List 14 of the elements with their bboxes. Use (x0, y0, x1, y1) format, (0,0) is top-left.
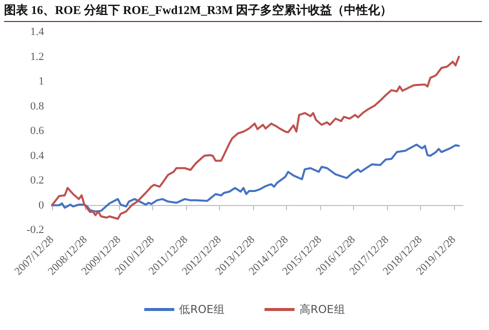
legend-label: 低ROE组 (179, 303, 225, 316)
y-tick-label: 0.8 (30, 100, 44, 112)
y-tick-label: 1.4 (30, 26, 44, 38)
legend-label: 高ROE组 (300, 303, 345, 316)
line-series (51, 144, 460, 212)
y-tick-label: 1 (38, 76, 44, 88)
y-tick-label: 0.6 (30, 125, 44, 137)
line-series (51, 56, 460, 220)
y-tick-label: 1.2 (30, 50, 44, 63)
y-tick-label: 0.2 (30, 174, 44, 186)
y-tick-label: -0.2 (26, 224, 44, 236)
chart-title: 图表 16、ROE 分组下 ROE_Fwd12M_R3M 因子多空累计收益（中性化） (4, 2, 482, 22)
y-tick-label: 0.4 (30, 150, 44, 162)
y-tick-label: 0 (38, 199, 44, 212)
